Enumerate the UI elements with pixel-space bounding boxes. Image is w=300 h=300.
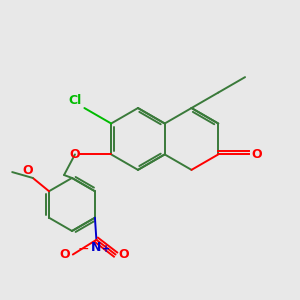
Text: −: − (77, 242, 89, 256)
Text: O: O (60, 248, 70, 261)
Text: O: O (22, 164, 33, 176)
Text: O: O (118, 248, 128, 261)
Text: Cl: Cl (69, 94, 82, 106)
Text: +: + (102, 244, 110, 254)
Text: O: O (70, 148, 80, 161)
Text: N: N (91, 241, 102, 254)
Text: O: O (251, 148, 262, 161)
